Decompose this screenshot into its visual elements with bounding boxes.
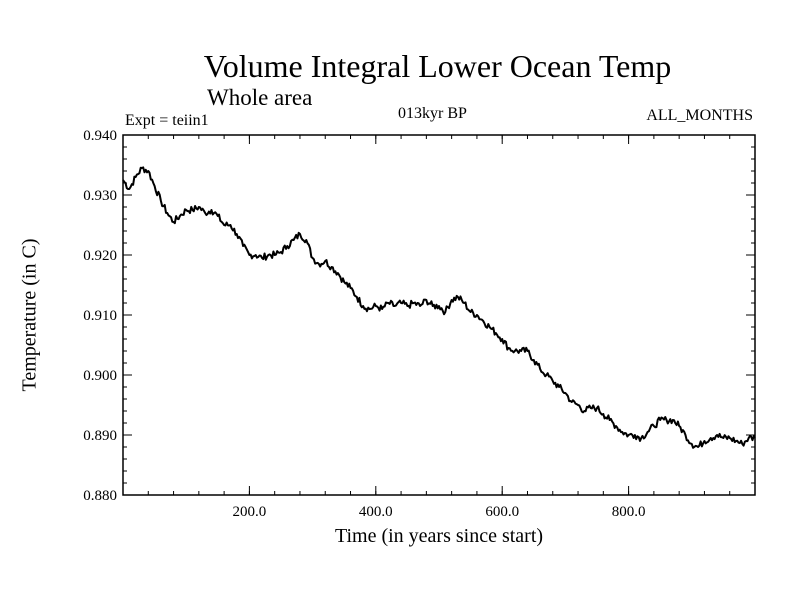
y-tick-label: 0.910 xyxy=(83,308,117,324)
y-tick-label: 0.920 xyxy=(83,248,117,264)
months-label: ALL_MONTHS xyxy=(646,107,753,124)
x-axis-label: Time (in years since start) xyxy=(334,525,544,547)
series-line xyxy=(122,166,756,449)
period-label: 013kyr BP xyxy=(398,105,467,122)
x-tick-label: 400.0 xyxy=(359,504,393,520)
x-tick-label: 600.0 xyxy=(485,504,519,520)
x-tick-label: 200.0 xyxy=(233,504,267,520)
chart-subtitle: Whole area xyxy=(207,85,313,110)
axis-tick-labels: 0.880 0.890 0.900 0.910 0.920 0.930 0.940 200.0… xyxy=(83,128,645,520)
axis-ticks xyxy=(123,134,755,496)
y-tick-label: 0.930 xyxy=(83,188,117,204)
y-tick-label: 0.900 xyxy=(83,368,117,384)
plot-frame xyxy=(122,134,756,496)
chart-title: Volume Integral Lower Ocean Temp xyxy=(203,48,672,84)
experiment-label: Expt = teiin1 xyxy=(125,112,209,129)
y-tick-label: 0.880 xyxy=(83,488,117,504)
x-tick-label: 800.0 xyxy=(612,504,646,520)
y-tick-label: 0.940 xyxy=(83,128,117,144)
y-tick-label: 0.890 xyxy=(83,428,117,444)
series-layer xyxy=(122,166,756,449)
